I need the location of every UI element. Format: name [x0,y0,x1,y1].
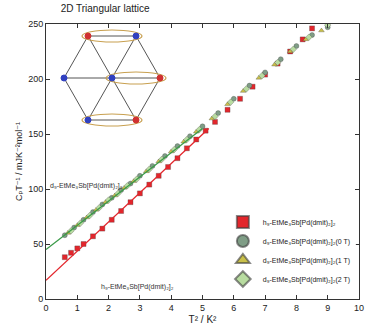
svg-text:7: 7 [263,303,268,313]
svg-text:2: 2 [106,303,111,313]
svg-text:2D Triangular lattice: 2D Triangular lattice [61,3,150,14]
svg-text:100: 100 [28,184,43,194]
svg-text:CₚT⁻¹ / mJK⁻²mol⁻¹: CₚT⁻¹ / mJK⁻²mol⁻¹ [14,122,24,201]
svg-text:0: 0 [38,294,43,304]
svg-text:8: 8 [294,303,299,313]
svg-text:50: 50 [33,239,43,249]
svg-text:250: 250 [28,19,43,29]
svg-text:0: 0 [43,303,48,313]
svg-text:200: 200 [28,74,43,84]
svg-text:150: 150 [28,129,43,139]
svg-text:d₉-EtMe₃Sb[Pd(dmit)₂]₂: d₉-EtMe₃Sb[Pd(dmit)₂]₂ [50,182,123,190]
svg-text:1: 1 [75,303,80,313]
svg-text:6: 6 [231,303,236,313]
svg-text:4: 4 [169,303,174,313]
svg-text:d₉-EtMe₃Sb[Pd(dmit)₂]₂(1 T): d₉-EtMe₃Sb[Pd(dmit)₂]₂(1 T) [263,257,350,265]
svg-text:h₉-EtMe₃Sb[Pd(dmit)₂]₂: h₉-EtMe₃Sb[Pd(dmit)₂]₂ [263,219,336,227]
svg-text:10: 10 [354,303,364,313]
svg-text:T² / K²: T² / K² [189,314,217,325]
svg-text:h₉-EtMe₃Sb[Pd(dmit)₂]₂: h₉-EtMe₃Sb[Pd(dmit)₂]₂ [101,283,174,291]
svg-text:d₉-EtMe₃Sb[Pd(dmit)₂]₂(0 T): d₉-EtMe₃Sb[Pd(dmit)₂]₂(0 T) [263,238,350,246]
svg-text:9: 9 [325,303,330,313]
svg-text:3: 3 [137,303,142,313]
svg-text:d₉-EtMe₃Sb[Pd(dmit)₂]₂(2 T): d₉-EtMe₃Sb[Pd(dmit)₂]₂(2 T) [263,276,350,284]
svg-text:5: 5 [200,303,205,313]
